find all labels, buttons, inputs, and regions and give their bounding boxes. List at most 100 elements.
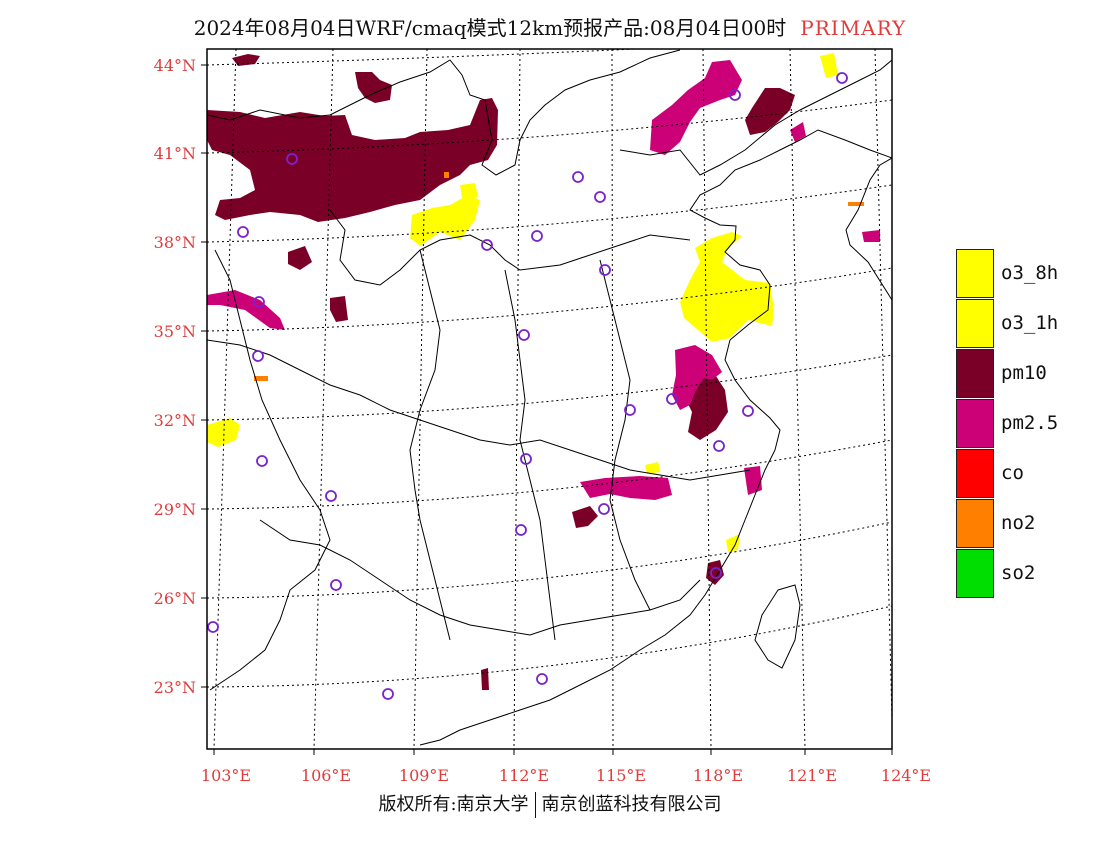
meridian-109e <box>413 49 428 749</box>
northeast-border <box>619 59 892 176</box>
lat-label: 26°N <box>154 589 196 608</box>
legend-label: co <box>1001 462 1024 484</box>
parallel-32n <box>207 354 892 421</box>
legend-label: o3_1h <box>1001 312 1059 334</box>
station-markers <box>207 72 848 700</box>
meridian-124e <box>874 49 892 721</box>
lon-label: 124°E <box>881 766 931 785</box>
copyright-owner: 版权所有:南京大学 <box>378 794 529 815</box>
station-marker <box>330 579 342 591</box>
province-border-north <box>329 209 691 286</box>
meridian-115e <box>611 49 614 749</box>
pm10-region-northeast <box>745 88 795 135</box>
o3-region-north-small <box>460 183 478 198</box>
legend-label: so2 <box>1001 562 1036 584</box>
station-marker <box>666 393 678 405</box>
title-primary-tag: PRIMARY <box>800 16 907 40</box>
lon-label: 115°E <box>596 766 646 785</box>
graticule <box>207 49 892 749</box>
meridian-121e <box>789 49 806 749</box>
copyright-footer: 版权所有:南京大学 南京创蓝科技有限公司 <box>0 790 1100 818</box>
pm25-region-east-coast <box>862 230 880 242</box>
lat-label: 41°N <box>154 144 196 163</box>
legend-label: pm10 <box>1001 362 1047 384</box>
longitude-labels: 103°E 106°E 109°E 112°E 115°E 118°E 121°… <box>201 766 931 785</box>
station-marker <box>253 296 265 308</box>
pm25-region-west-strip <box>207 290 285 330</box>
lat-label: 38°N <box>154 233 196 252</box>
lat-label: 32°N <box>154 411 196 430</box>
legend-label: pm2.5 <box>1001 412 1059 434</box>
o3-region-west <box>207 418 240 447</box>
pm10-region-west <box>330 296 348 322</box>
station-marker <box>531 230 543 242</box>
legend-swatch <box>956 499 994 548</box>
lon-label: 109°E <box>399 766 449 785</box>
meridian-118e <box>702 49 712 749</box>
legend-label: o3_8h <box>1001 262 1059 284</box>
coastline <box>419 129 892 746</box>
pm10-region-shanxi <box>288 246 312 270</box>
province-border-east-ns <box>599 259 651 611</box>
station-marker <box>256 455 268 467</box>
station-marker <box>598 503 610 515</box>
lat-label: 29°N <box>154 500 196 519</box>
o3-region-shandong <box>680 232 774 342</box>
station-marker <box>572 171 584 183</box>
legend-label: no2 <box>1001 512 1036 534</box>
parallel-23n <box>207 605 892 688</box>
province-border-center-ns <box>409 249 451 641</box>
parallel-26n <box>207 521 892 599</box>
station-marker <box>536 673 548 685</box>
station-marker <box>518 329 530 341</box>
o3-region-jiangxi <box>645 462 660 474</box>
lon-label: 121°E <box>787 766 837 785</box>
legend-swatch <box>956 399 994 448</box>
meridian-112e <box>513 49 521 749</box>
station-marker <box>742 405 754 417</box>
taiwan-island <box>754 584 801 669</box>
pm25-region-north-hebei <box>650 60 742 155</box>
station-marker <box>515 524 527 536</box>
province-border-south <box>259 519 701 636</box>
legend-swatch <box>956 349 994 398</box>
pm25-region-jiangxi <box>580 476 672 500</box>
lon-label: 118°E <box>693 766 743 785</box>
station-marker <box>710 567 722 579</box>
station-marker <box>252 350 264 362</box>
station-marker <box>713 440 725 452</box>
legend-swatch <box>956 449 994 498</box>
pm25-region-anhui <box>672 345 722 410</box>
map-frame <box>206 48 893 750</box>
station-marker <box>481 239 493 251</box>
station-marker <box>520 453 532 465</box>
map-title: 2024年08月04日WRF/cmaq模式12km预报产品:08月04日00时 P… <box>0 12 1100 41</box>
pm10-region-fujian <box>706 560 724 585</box>
pm10-region-inner-mongolia <box>207 98 498 222</box>
no2-spot-north <box>444 172 449 178</box>
lat-label: 44°N <box>154 56 196 75</box>
station-marker <box>325 490 337 502</box>
title-text: 2024年08月04日WRF/cmaq模式12km预报产品:08月04日00时 <box>193 16 787 40</box>
parallel-44n <box>207 49 646 66</box>
meridian-106e <box>313 49 334 749</box>
station-marker <box>382 688 394 700</box>
pm25-region-northeast-small <box>790 122 806 142</box>
legend-swatch <box>956 549 994 598</box>
pm10-region-top-left <box>232 54 260 66</box>
o3-region-beijing <box>410 195 480 246</box>
copyright-company: 南京创蓝科技有限公司 <box>541 794 722 815</box>
pm10-region-hunan <box>572 506 598 528</box>
latitude-labels: 44°N 41°N 38°N 35°N 32°N 29°N 26°N 23°N <box>154 56 196 697</box>
station-marker <box>594 191 606 203</box>
parallel-29n <box>207 439 892 510</box>
lat-label: 35°N <box>154 322 196 341</box>
station-marker <box>836 72 848 84</box>
lon-label: 103°E <box>201 766 251 785</box>
legend-swatch <box>956 299 994 348</box>
copyright-divider <box>534 792 536 818</box>
parallel-35n <box>207 267 892 332</box>
province-border-central <box>207 339 751 481</box>
station-marker <box>729 89 741 101</box>
